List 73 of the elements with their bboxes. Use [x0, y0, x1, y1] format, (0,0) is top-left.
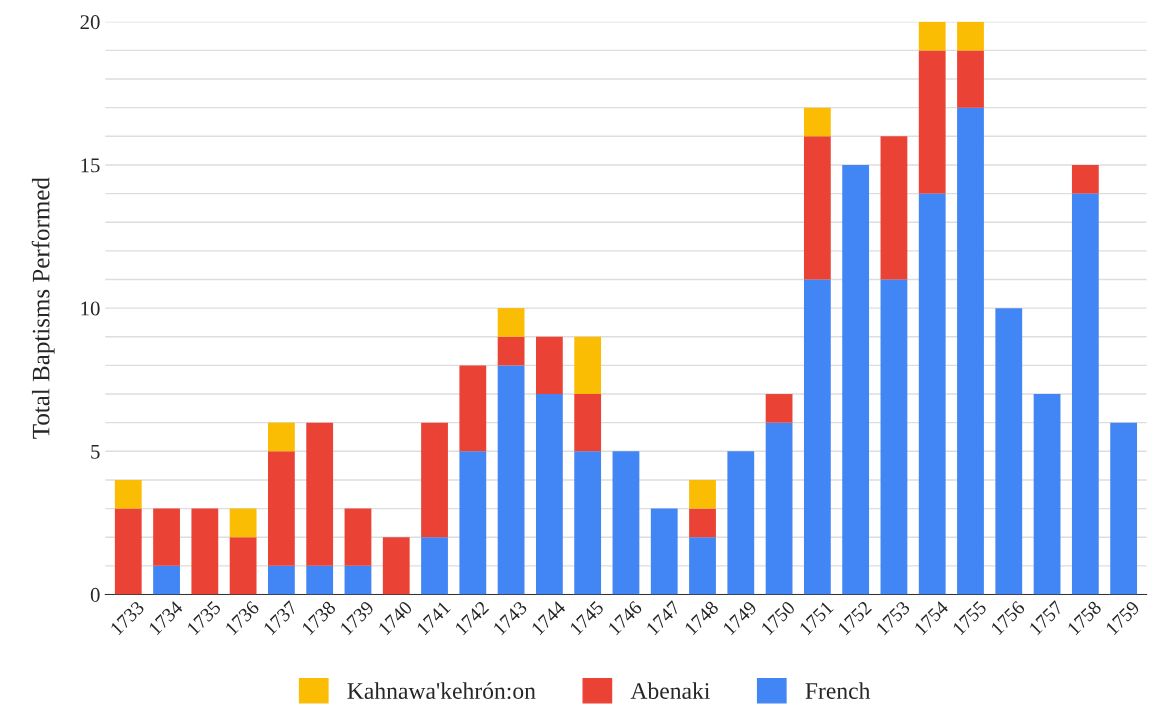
bar	[497, 336, 525, 366]
bar	[229, 508, 257, 538]
y-tick-label: 15	[81, 158, 100, 173]
bar	[689, 537, 716, 595]
y-tick-label: 0	[90, 587, 100, 602]
x-tick-label: 1741	[416, 600, 451, 636]
bar	[114, 508, 142, 595]
bar	[535, 336, 563, 395]
bar	[421, 537, 448, 595]
x-tick-label: 1740	[377, 600, 413, 636]
x-tick-label: 1759	[1105, 600, 1141, 636]
y-tick-label: 5	[91, 444, 100, 459]
bar	[268, 422, 295, 452]
bar	[459, 365, 487, 452]
bar	[803, 107, 831, 137]
x-tick-label: 1743	[492, 600, 528, 636]
bar	[153, 565, 180, 595]
bar	[459, 451, 487, 595]
bar	[957, 21, 984, 51]
x-tick-label: 1739	[339, 600, 375, 636]
bar	[535, 394, 563, 595]
x-tick-label: 1751	[799, 600, 834, 636]
bar	[574, 451, 602, 595]
bar	[650, 508, 678, 595]
y-axis-title: Total Baptisms Performed	[31, 177, 55, 439]
bar	[918, 21, 946, 51]
bar	[957, 50, 984, 108]
y-tick-label: 10	[81, 301, 100, 316]
bar	[765, 422, 793, 595]
bar	[191, 508, 219, 595]
bar	[957, 107, 984, 595]
x-tick-label: 1749	[722, 600, 758, 636]
bar	[574, 336, 602, 395]
x-tick-label: 1742	[454, 600, 490, 636]
bar	[153, 508, 180, 566]
bar	[229, 537, 257, 595]
bar	[1033, 394, 1061, 595]
bar	[268, 451, 295, 566]
x-tick-label: 1753	[875, 600, 911, 636]
bar	[1071, 164, 1099, 194]
bar	[765, 394, 793, 423]
x-tick-label: 1752	[837, 600, 873, 636]
bar	[344, 565, 372, 595]
bar	[880, 136, 908, 280]
bar	[382, 537, 410, 595]
bar	[880, 279, 908, 595]
bar	[689, 508, 716, 538]
bar	[803, 136, 831, 280]
bar	[918, 50, 946, 194]
bar	[268, 565, 295, 595]
bar	[842, 164, 870, 595]
bar	[995, 308, 1023, 595]
bar	[1071, 193, 1099, 595]
bar	[612, 451, 640, 595]
bar	[574, 394, 602, 452]
bar	[803, 279, 831, 595]
bar	[727, 451, 755, 595]
x-tick-label: 1750	[760, 600, 796, 636]
legend-label: Kahnawa'kehrón:on	[347, 682, 536, 700]
bar	[497, 365, 525, 595]
bar	[114, 479, 142, 509]
bar	[344, 508, 372, 566]
y-tick-label: 20	[80, 15, 100, 30]
x-tick-label: 1733	[109, 600, 145, 636]
bar	[421, 422, 448, 538]
bar	[306, 565, 334, 595]
legend-label: French	[805, 682, 871, 699]
bar	[306, 422, 334, 566]
bar	[918, 193, 946, 595]
legend-label: Abenaki	[630, 682, 710, 699]
bar	[497, 308, 525, 337]
bar	[1110, 422, 1138, 595]
bar	[689, 479, 716, 509]
